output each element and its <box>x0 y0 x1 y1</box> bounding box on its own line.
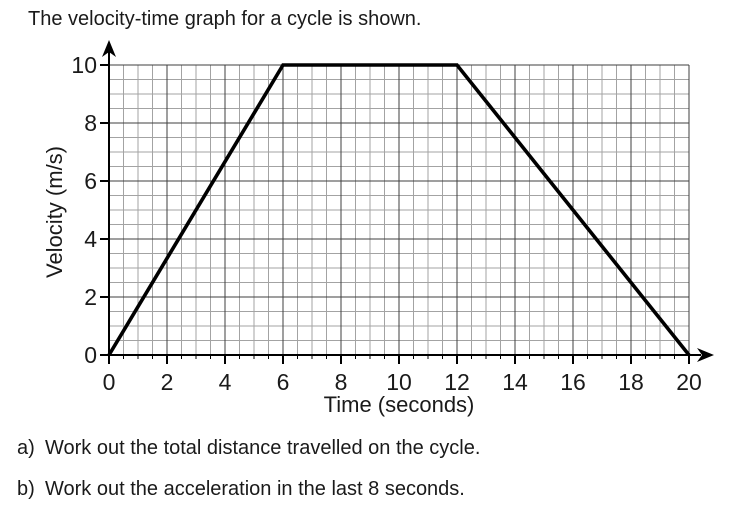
x-tick-label: 0 <box>103 369 116 395</box>
question-a: a) Work out the total distance travelled… <box>17 437 480 460</box>
y-tick-label: 2 <box>84 284 97 310</box>
y-tick-label: 10 <box>71 52 97 78</box>
x-tick-label: 18 <box>618 369 644 395</box>
question-b-prefix: b) <box>17 478 35 500</box>
x-tick-label: 2 <box>161 369 174 395</box>
y-axis-label: Velocity (m/s) <box>42 146 67 278</box>
question-a-prefix: a) <box>17 437 35 459</box>
x-tick-label: 10 <box>386 369 412 395</box>
axis-arrow-icons <box>102 40 714 362</box>
y-tick-label: 0 <box>84 342 97 368</box>
x-tick-label: 16 <box>560 369 586 395</box>
x-tick-label: 12 <box>444 369 470 395</box>
y-tick-label: 6 <box>84 168 97 194</box>
question-b-text: Work out the acceleration in the last 8 … <box>45 478 465 500</box>
axes <box>100 52 701 364</box>
x-tick-label: 14 <box>502 369 528 395</box>
velocity-curve <box>107 63 691 357</box>
y-tick-label: 4 <box>84 226 97 252</box>
x-tick-label: 6 <box>277 369 290 395</box>
minor-gridlines <box>109 65 689 355</box>
x-tick-label: 4 <box>219 369 232 395</box>
question-b: b) Work out the acceleration in the last… <box>17 478 465 501</box>
y-tick-label: 8 <box>84 110 97 136</box>
tick-labels: 0 2 4 6 8 10 12 14 16 18 20 0 2 4 6 8 10 <box>71 52 701 395</box>
x-axis-label: Time (seconds) <box>324 392 475 417</box>
question-a-text: Work out the total distance travelled on… <box>45 437 481 459</box>
problem-statement: The velocity-time graph for a cycle is s… <box>28 8 422 30</box>
x-tick-label: 20 <box>676 369 702 395</box>
x-tick-label: 8 <box>335 369 348 395</box>
